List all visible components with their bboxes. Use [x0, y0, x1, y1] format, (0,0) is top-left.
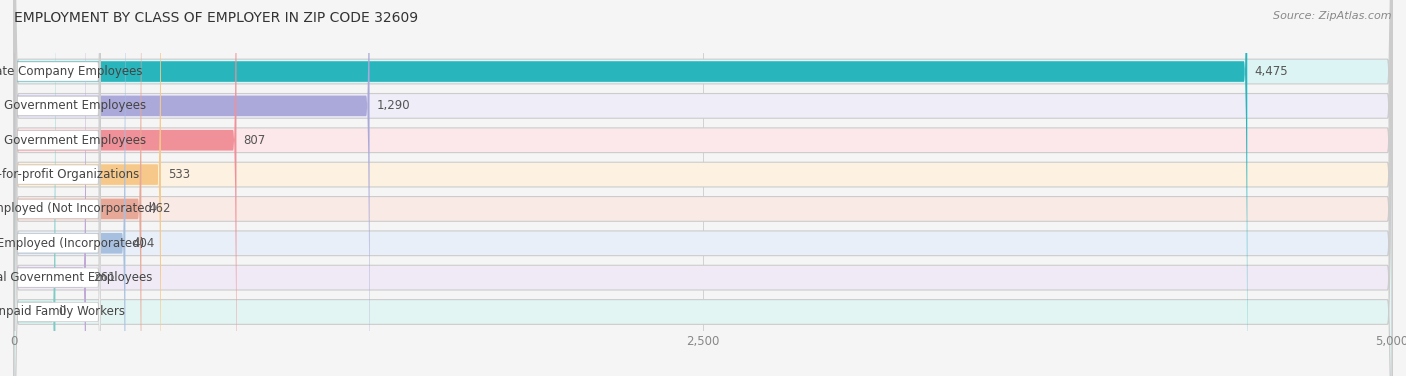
FancyBboxPatch shape	[14, 0, 1392, 376]
Text: State Government Employees: State Government Employees	[0, 99, 146, 112]
Text: 807: 807	[243, 134, 266, 147]
FancyBboxPatch shape	[14, 0, 1247, 376]
FancyBboxPatch shape	[14, 0, 370, 376]
FancyBboxPatch shape	[14, 0, 1392, 376]
FancyBboxPatch shape	[14, 0, 86, 376]
FancyBboxPatch shape	[14, 0, 1392, 376]
FancyBboxPatch shape	[15, 0, 101, 376]
FancyBboxPatch shape	[14, 0, 160, 376]
Text: Local Government Employees: Local Government Employees	[0, 134, 146, 147]
Text: 404: 404	[132, 237, 155, 250]
FancyBboxPatch shape	[15, 0, 101, 376]
FancyBboxPatch shape	[14, 0, 55, 376]
FancyBboxPatch shape	[15, 0, 101, 376]
Text: Unpaid Family Workers: Unpaid Family Workers	[0, 305, 125, 318]
Text: Not-for-profit Organizations: Not-for-profit Organizations	[0, 168, 139, 181]
Text: 0: 0	[58, 305, 66, 318]
FancyBboxPatch shape	[14, 0, 1392, 376]
FancyBboxPatch shape	[15, 0, 101, 376]
Text: Self-Employed (Not Incorporated): Self-Employed (Not Incorporated)	[0, 202, 156, 215]
Text: EMPLOYMENT BY CLASS OF EMPLOYER IN ZIP CODE 32609: EMPLOYMENT BY CLASS OF EMPLOYER IN ZIP C…	[14, 11, 418, 25]
FancyBboxPatch shape	[15, 0, 101, 376]
FancyBboxPatch shape	[15, 0, 101, 376]
FancyBboxPatch shape	[14, 0, 1392, 376]
Text: 1,290: 1,290	[377, 99, 411, 112]
FancyBboxPatch shape	[15, 0, 101, 376]
FancyBboxPatch shape	[14, 0, 142, 376]
Text: 462: 462	[148, 202, 170, 215]
FancyBboxPatch shape	[14, 0, 125, 376]
Text: Source: ZipAtlas.com: Source: ZipAtlas.com	[1274, 11, 1392, 21]
Text: Self-Employed (Incorporated): Self-Employed (Incorporated)	[0, 237, 145, 250]
Text: 4,475: 4,475	[1254, 65, 1288, 78]
FancyBboxPatch shape	[14, 0, 1392, 376]
Text: 533: 533	[167, 168, 190, 181]
FancyBboxPatch shape	[14, 0, 1392, 376]
Text: 261: 261	[93, 271, 115, 284]
FancyBboxPatch shape	[14, 0, 1392, 376]
Text: Private Company Employees: Private Company Employees	[0, 65, 142, 78]
Text: Federal Government Employees: Federal Government Employees	[0, 271, 153, 284]
FancyBboxPatch shape	[15, 0, 101, 376]
FancyBboxPatch shape	[14, 0, 236, 376]
